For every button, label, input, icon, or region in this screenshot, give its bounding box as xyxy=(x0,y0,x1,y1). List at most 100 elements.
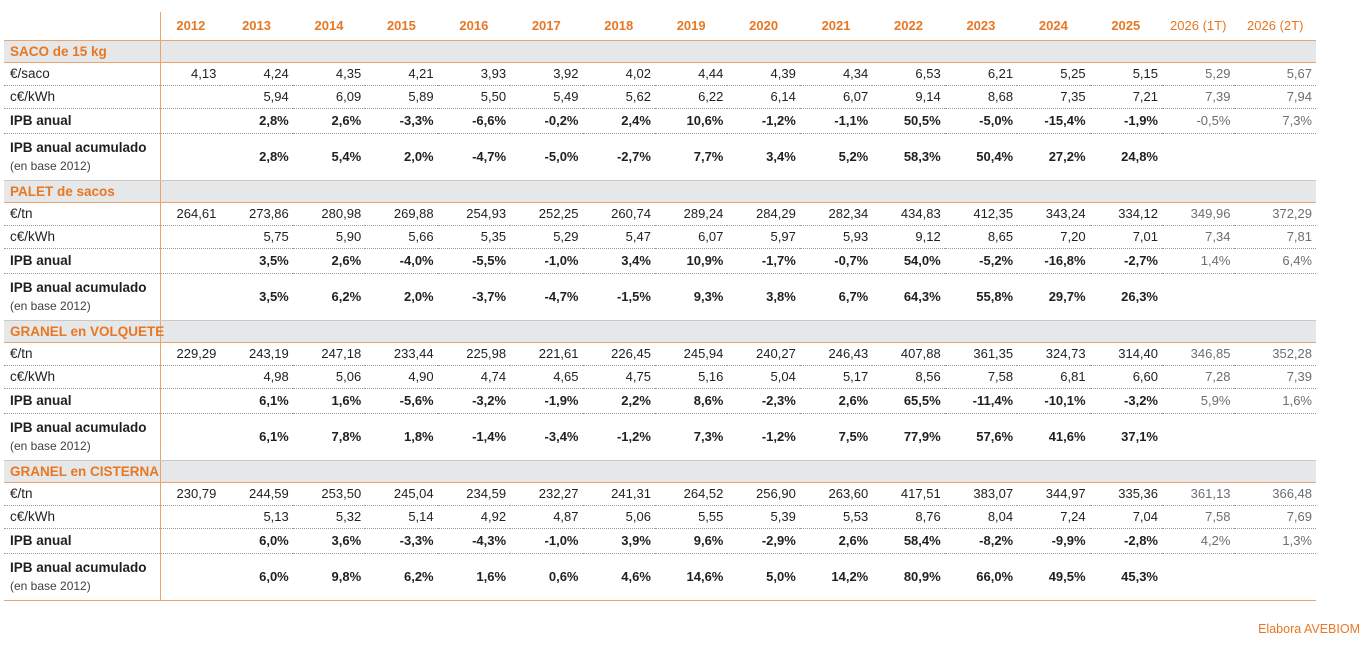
year-header-12: 2023 xyxy=(944,12,1018,41)
table-cell: 6,07 xyxy=(799,85,873,109)
table-cell: 5,97 xyxy=(727,225,800,249)
table-cell xyxy=(160,133,221,181)
table-cell: 245,04 xyxy=(365,482,438,506)
annual-ipb-row-label: IPB anual xyxy=(4,528,162,554)
table-cell: 7,3% xyxy=(1234,108,1316,134)
table-cell: -11,4% xyxy=(944,388,1018,414)
table-cell: 4,39 xyxy=(727,62,800,86)
table-cell: 5,13 xyxy=(220,505,293,529)
table-cell: 5,93 xyxy=(799,225,873,249)
table-cell: 9,6% xyxy=(654,528,728,554)
table-cell: -6,6% xyxy=(437,108,511,134)
section-title: GRANEL en VOLQUETE xyxy=(4,320,164,343)
table-cell: 0,6% xyxy=(510,553,583,601)
table-cell: -9,9% xyxy=(1017,528,1090,554)
table-cell: -2,3% xyxy=(727,388,800,414)
table-cell: 2,6% xyxy=(292,248,366,274)
table-cell: 5,06 xyxy=(292,365,366,389)
table-cell: 6,60 xyxy=(1089,365,1162,389)
table-cell: 45,3% xyxy=(1089,553,1162,601)
table-cell: 5,35 xyxy=(437,225,511,249)
table-cell: 324,73 xyxy=(1017,342,1090,366)
row-label-text: €/tn xyxy=(10,486,33,501)
year-header-8: 2019 xyxy=(654,12,728,41)
table-cell: 7,28 xyxy=(1162,365,1235,389)
table-cell: 6,07 xyxy=(654,225,728,249)
table-cell: 8,6% xyxy=(654,388,728,414)
table-cell: 7,01 xyxy=(1089,225,1162,249)
table-cell: 4,34 xyxy=(799,62,873,86)
table-cell xyxy=(160,248,221,274)
table-cell: 264,61 xyxy=(160,202,221,226)
table-cell: 6,1% xyxy=(220,413,293,461)
table-cell: 434,83 xyxy=(872,202,945,226)
table-cell: -1,7% xyxy=(727,248,800,274)
table-cell: 5,49 xyxy=(510,85,583,109)
table-cell: 264,52 xyxy=(654,482,728,506)
table-cell: 8,68 xyxy=(944,85,1018,109)
table-cell: 55,8% xyxy=(944,273,1018,321)
table-cell: 349,96 xyxy=(1162,202,1235,226)
table-cell: 4,87 xyxy=(510,505,583,529)
table-cell: 245,94 xyxy=(654,342,728,366)
table-cell: -1,9% xyxy=(1089,108,1162,134)
table-cell: 14,6% xyxy=(654,553,728,601)
table-cell: 10,9% xyxy=(654,248,728,274)
table-cell: -0,7% xyxy=(799,248,873,274)
cumulative-ipb-row-label: IPB anual acumulado (en base 2012) xyxy=(4,413,162,461)
table-cell xyxy=(160,108,221,134)
table-cell: 244,59 xyxy=(220,482,293,506)
price-row-label: €/saco xyxy=(4,62,162,86)
kwh-price-row: c€/kWh 5,75 5,90 5,66 5,35 5,29 5,47 6,07 5,97 5,… xyxy=(4,225,1316,249)
table-cell: 7,35 xyxy=(1017,85,1090,109)
table-cell: 2,8% xyxy=(220,108,293,134)
annual-ipb-row-label: IPB anual xyxy=(4,388,162,414)
table-cell: -4,7% xyxy=(510,273,583,321)
table-cell xyxy=(160,505,221,529)
table-cell: 260,74 xyxy=(582,202,655,226)
section-header-row: GRANEL en VOLQUETE xyxy=(4,320,1316,343)
table-cell: 5,47 xyxy=(582,225,655,249)
table-cell: 5,04 xyxy=(727,365,800,389)
table-cell: -1,1% xyxy=(799,108,873,134)
table-cell: 226,45 xyxy=(582,342,655,366)
kwh-price-row-label: c€/kWh xyxy=(4,365,162,389)
table-cell: 254,93 xyxy=(437,202,511,226)
table-cell: 5,16 xyxy=(654,365,728,389)
table-cell: 7,94 xyxy=(1234,85,1316,109)
section-header-filler xyxy=(160,40,1316,63)
table-cell: 5,17 xyxy=(799,365,873,389)
table-cell: 280,98 xyxy=(292,202,366,226)
table-cell: 9,8% xyxy=(292,553,366,601)
kwh-price-row: c€/kWh 5,13 5,32 5,14 4,92 4,87 5,06 5,55 5,39 5,… xyxy=(4,505,1316,529)
table-cell: 5,90 xyxy=(292,225,366,249)
row-label-subtext: (en base 2012) xyxy=(10,298,91,313)
kwh-price-row-label: c€/kWh xyxy=(4,505,162,529)
table-cell: 7,58 xyxy=(944,365,1018,389)
price-row: €/tn 229,29 243,19 247,18 233,44 225,98 221,61… xyxy=(4,342,1316,366)
table-cell: 383,07 xyxy=(944,482,1018,506)
table-cell: 221,61 xyxy=(510,342,583,366)
table-cell: 289,24 xyxy=(654,202,728,226)
table-cell: -4,7% xyxy=(437,133,511,181)
cumulative-ipb-row-label: IPB anual acumulado (en base 2012) xyxy=(4,133,162,181)
table-cell: 41,6% xyxy=(1017,413,1090,461)
table-cell: 4,74 xyxy=(437,365,511,389)
table-cell: 4,92 xyxy=(437,505,511,529)
table-cell: 6,09 xyxy=(292,85,366,109)
table-cell: 3,6% xyxy=(292,528,366,554)
table-cell: 9,14 xyxy=(872,85,945,109)
table-cell: 3,4% xyxy=(582,248,655,274)
table-cell xyxy=(160,553,221,601)
row-label-text: IPB anual acumulado xyxy=(10,140,147,156)
table-cell xyxy=(160,273,221,321)
cumulative-ipb-row: IPB anual acumulado (en base 2012) 3,5% 6,2… xyxy=(4,273,1316,321)
section-title: GRANEL en CISTERNA xyxy=(4,460,162,483)
kwh-price-row: c€/kWh 4,98 5,06 4,90 4,74 4,65 4,75 5,16 5,04 5,… xyxy=(4,365,1316,389)
table-cell: 5,0% xyxy=(727,553,800,601)
cumulative-ipb-row: IPB anual acumulado (en base 2012) 6,0% 9,8… xyxy=(4,553,1316,601)
table-cell: -1,2% xyxy=(727,108,800,134)
table-cell: 372,29 xyxy=(1234,202,1316,226)
cumulative-ipb-row-label: IPB anual acumulado (en base 2012) xyxy=(4,273,162,321)
table-cell: 2,8% xyxy=(220,133,293,181)
